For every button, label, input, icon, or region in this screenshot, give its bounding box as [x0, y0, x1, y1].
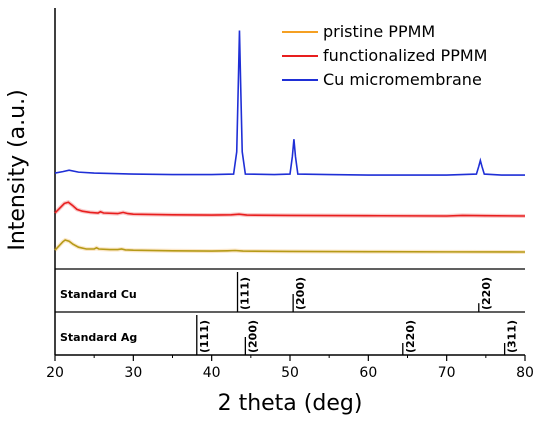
- standard-peak-label-1-0: (111): [198, 320, 211, 353]
- x-tick-label-6: 80: [516, 365, 534, 381]
- standard-peak-label-1-2: (220): [404, 320, 417, 353]
- x-tick-label-2: 40: [203, 365, 221, 381]
- x-axis-title: 2 theta (deg): [218, 391, 363, 416]
- standard-peak-label-0-2: (220): [480, 277, 493, 310]
- standards-layer: Standard Cu (111) (200) (220) Standard Ag (11…: [60, 272, 519, 355]
- x-tick-label-5: 70: [438, 365, 456, 381]
- standard-peak-label-1-3: (311): [506, 320, 519, 353]
- series-line-1: [54, 201, 526, 217]
- series-line-0: [54, 239, 526, 253]
- x-ticks: 20 30 40 50 60 70 80: [46, 355, 534, 381]
- x-tick-label-4: 60: [359, 365, 377, 381]
- x-tick-label-1: 30: [124, 365, 142, 381]
- legend-label-0: pristine PPMM: [323, 22, 435, 41]
- legend-label-2: Cu micromembrane: [323, 70, 482, 89]
- legend-label-1: functionalized PPMM: [323, 46, 487, 65]
- standard-peak-label-1-1: (200): [246, 320, 259, 353]
- standard-title-0: Standard Cu: [60, 288, 137, 301]
- x-tick-label-3: 50: [281, 365, 299, 381]
- y-axis-title: Intensity (a.u.): [5, 89, 30, 250]
- standard-peak-label-0-0: (111): [239, 277, 252, 310]
- standard-title-1: Standard Ag: [60, 331, 137, 344]
- series-halo-1: [53, 199, 526, 219]
- legend: pristine PPMM functionalized PPMM Cu micro…: [282, 22, 487, 89]
- series-line-2: [54, 30, 525, 176]
- standard-peak-label-0-1: (200): [294, 277, 307, 310]
- x-tick-label-0: 20: [46, 365, 64, 381]
- series-layer: [53, 30, 526, 254]
